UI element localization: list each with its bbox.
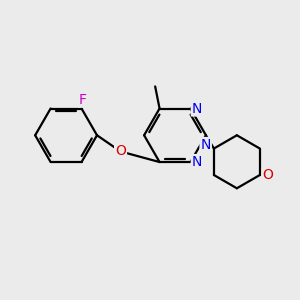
Text: O: O [262, 168, 274, 182]
Text: F: F [79, 93, 87, 107]
Text: N: N [200, 138, 211, 152]
Text: O: O [115, 145, 126, 158]
Text: N: N [192, 101, 202, 116]
Text: N: N [192, 155, 202, 169]
